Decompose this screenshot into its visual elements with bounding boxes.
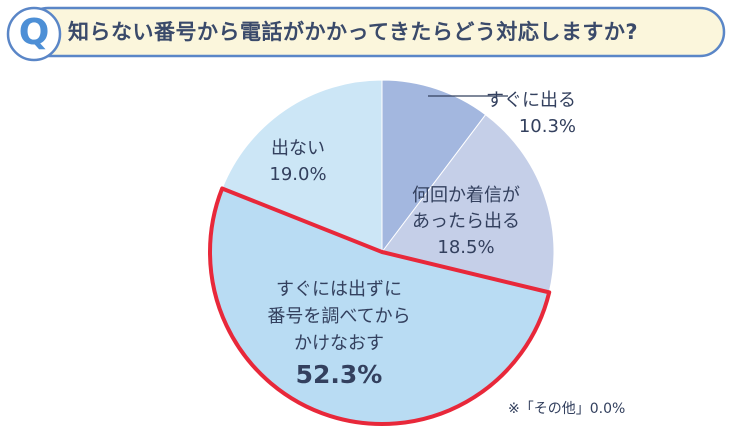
question-mark-icon: Q	[18, 12, 50, 53]
highlighted-slice-outline	[208, 186, 552, 426]
slice-answer-after-several-calls	[381, 114, 555, 293]
slice-value-text: 18.5%	[437, 237, 495, 258]
slice-label-line: 何回か着信が	[412, 185, 520, 206]
slice-value-text: 19.0%	[269, 164, 327, 185]
question-banner	[6, 6, 726, 62]
slice-label-do-not-answer: 出ない 19.0%	[262, 136, 334, 188]
slice-value-text: 52.3%	[295, 360, 383, 389]
question-title: 知らない番号から電話がかかってきたらどう対応しますか?	[68, 20, 638, 44]
slice-label-look-up-and-call-back: すぐには出ずに 番号を調べてから かけなおす 52.3%	[254, 276, 424, 393]
slice-label-text: 出ない	[271, 138, 325, 159]
slice-label-line: かけなおす	[294, 333, 384, 354]
slice-label-answer-after-several-calls: 何回か着信が あったら出る 18.5%	[408, 183, 524, 261]
slice-do-not-answer	[221, 79, 383, 253]
slice-immediately-answer	[381, 79, 487, 254]
slice-label-immediately-answer: すぐに出る 10.3%	[486, 88, 576, 140]
footnote: ※「その他」0.0%	[508, 401, 626, 417]
slice-label-line: 番号を調べてから	[267, 306, 411, 327]
slice-value-text: 10.3%	[518, 116, 576, 137]
slice-label-line: すぐには出ずに	[276, 279, 402, 300]
slice-label-line: あったら出る	[412, 211, 520, 232]
slice-label-text: すぐに出る	[486, 90, 576, 111]
